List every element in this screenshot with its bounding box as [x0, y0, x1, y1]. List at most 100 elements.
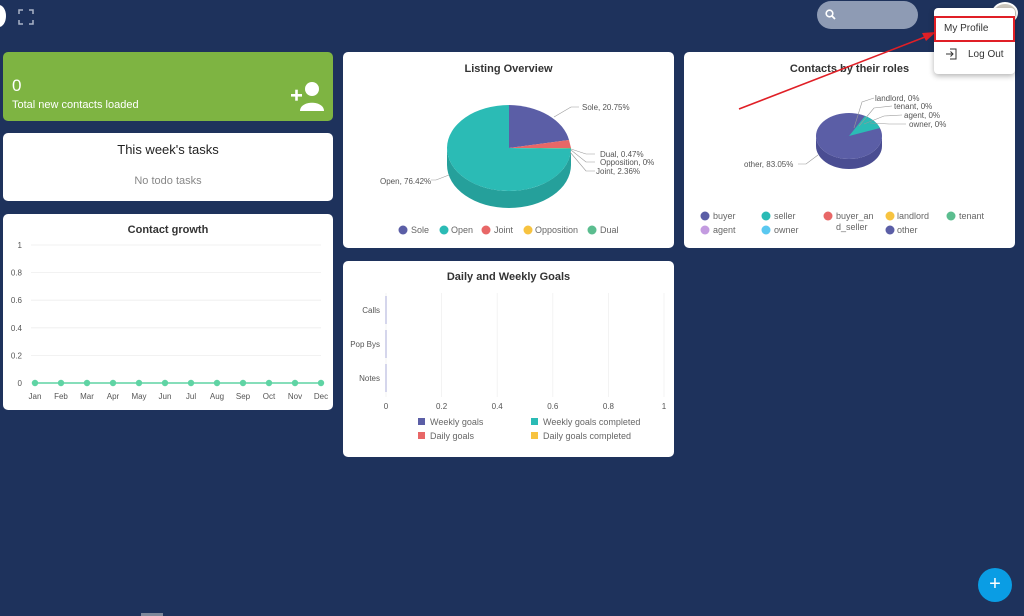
legend-open[interactable]: Open [451, 225, 473, 235]
legend-buyer-and-seller[interactable]: buyer_an [836, 211, 874, 221]
pie-depth [447, 148, 571, 208]
add-button[interactable]: + [978, 568, 1012, 602]
search-input[interactable] [817, 1, 918, 29]
growth-y-tick: 0.4 [11, 324, 23, 333]
pie-slice-sole [509, 105, 569, 148]
growth-x-tick: May [131, 392, 146, 401]
label-joint: Joint, 2.36% [596, 167, 640, 176]
goals-legend-swatch [418, 418, 425, 425]
growth-y-tick: 0 [18, 379, 23, 388]
label-dual: Dual, 0.47% [600, 150, 644, 159]
goals-legend-swatch [531, 418, 538, 425]
growth-point[interactable] [213, 379, 221, 387]
fullscreen-icon[interactable] [18, 9, 34, 25]
growth-point[interactable] [161, 379, 169, 387]
new-contacts-count: 0 [12, 76, 22, 95]
goals-x-tick: 0 [384, 402, 389, 411]
new-contacts-card: 0 Total new contacts loaded [3, 52, 333, 121]
growth-point[interactable] [265, 379, 273, 387]
growth-x-tick: Sep [236, 392, 251, 401]
logout-item[interactable]: Log Out [934, 48, 1015, 66]
new-contacts-label: Total new contacts loaded [12, 99, 139, 111]
legend-other[interactable]: other [897, 225, 918, 235]
pie-slice-joint [509, 140, 571, 148]
growth-point[interactable] [291, 379, 299, 387]
goals-chart: 0 0.2 0.4 0.6 0.8 1 Calls Pop Bys Notes Weekly go… [350, 293, 667, 441]
label-agent: agent, 0% [904, 111, 940, 120]
legend-buyer[interactable]: buyer [713, 211, 736, 221]
legend-opposition[interactable]: Opposition [535, 225, 578, 235]
legend-buyer-and-seller-wrap[interactable]: d_seller [836, 222, 868, 232]
growth-y-tick: 0.2 [11, 351, 23, 360]
goals-legend-item[interactable]: Daily goals completed [543, 431, 631, 441]
growth-y-tick: 0.8 [11, 269, 23, 278]
growth-x-tick: Jan [29, 392, 42, 401]
growth-point[interactable] [57, 379, 65, 387]
bottom-scroll-indicator [141, 613, 163, 616]
search-icon [825, 9, 836, 20]
legend-agent[interactable]: agent [713, 225, 736, 235]
label-owner: owner, 0% [909, 120, 946, 129]
weekly-tasks-title: This week's tasks [117, 142, 219, 157]
goals-legend-item[interactable]: Weekly goals [430, 417, 484, 427]
legend-landlord[interactable]: landlord [897, 211, 929, 221]
add-user-icon[interactable] [288, 81, 326, 111]
goals-category-label: Pop Bys [350, 340, 380, 349]
goals-card: Daily and Weekly Goals 0 0.2 0.4 0.6 0.8 1 Cal… [343, 261, 674, 457]
goals-legend-item[interactable]: Daily goals [430, 431, 475, 441]
goals-x-tick: 0.4 [492, 402, 504, 411]
contacts-by-roles-chart: landlord, 0% tenant, 0% agent, 0% owner,… [700, 94, 985, 235]
roles-pie-depth [816, 136, 882, 169]
goals-legend-item[interactable]: Weekly goals completed [543, 417, 640, 427]
logout-icon [946, 48, 957, 60]
user-menu: My Profile Log Out [934, 8, 1015, 74]
growth-x-tick: Aug [210, 392, 224, 401]
goals-x-tick: 0.2 [436, 402, 448, 411]
menu-toggle[interactable] [0, 5, 6, 27]
growth-point[interactable] [135, 379, 143, 387]
growth-point[interactable] [109, 379, 117, 387]
growth-point[interactable] [31, 379, 39, 387]
label-sole: Sole, 20.75% [582, 103, 630, 112]
contact-growth-title: Contact growth [127, 224, 209, 236]
growth-x-tick: Feb [54, 392, 68, 401]
listing-overview-chart: Sole, 20.75% Dual, 0.47% Opposition, 0% … [380, 103, 654, 235]
growth-point[interactable] [317, 379, 325, 387]
growth-point[interactable] [83, 379, 91, 387]
goals-category-label: Notes [359, 374, 380, 383]
goals-x-tick: 0.8 [603, 402, 615, 411]
goals-legend-swatch [531, 432, 538, 439]
growth-x-tick: Dec [314, 392, 328, 401]
growth-point[interactable] [187, 379, 195, 387]
label-other: other, 83.05% [744, 160, 793, 169]
growth-point[interactable] [239, 379, 247, 387]
growth-x-tick: Apr [107, 392, 120, 401]
listing-overview-card: Listing Overview Sole, 20.75% Dual, 0.47… [343, 52, 674, 248]
contact-growth-chart: 1 0.8 0.6 0.4 0.2 0 Jan Feb Mar Apr May Jun Jul Aug Se… [11, 241, 328, 401]
weekly-tasks-empty: No todo tasks [134, 175, 202, 187]
logout-label: Log Out [968, 49, 1004, 60]
weekly-tasks-card: This week's tasks No todo tasks [3, 133, 333, 201]
goals-x-tick: 1 [662, 402, 667, 411]
legend-joint[interactable]: Joint [494, 225, 514, 235]
legend-sole[interactable]: Sole [411, 225, 429, 235]
contact-growth-card: Contact growth 1 0.8 0.6 0.4 0.2 0 Jan Feb Mar Ap… [3, 214, 333, 410]
legend-dual[interactable]: Dual [600, 225, 619, 235]
goals-category-label: Calls [362, 306, 380, 315]
legend-owner[interactable]: owner [774, 225, 799, 235]
pie-slice-open [447, 105, 571, 191]
label-tenant: tenant, 0% [894, 102, 932, 111]
goals-legend-swatch [418, 432, 425, 439]
legend-seller[interactable]: seller [774, 211, 796, 221]
growth-y-tick: 0.6 [11, 296, 23, 305]
label-open: Open, 76.42% [380, 177, 431, 186]
label-opposition: Opposition, 0% [600, 158, 654, 167]
growth-x-tick: Jun [159, 392, 172, 401]
my-profile-item[interactable]: My Profile [934, 16, 1015, 42]
legend-tenant[interactable]: tenant [959, 211, 985, 221]
goals-title: Daily and Weekly Goals [446, 271, 571, 283]
goals-x-tick: 0.6 [547, 402, 559, 411]
contacts-by-roles-card: Contacts by their roles landlord, 0% ten… [684, 52, 1015, 248]
pie-slice-dual [509, 148, 571, 149]
growth-x-tick: Nov [288, 392, 302, 401]
